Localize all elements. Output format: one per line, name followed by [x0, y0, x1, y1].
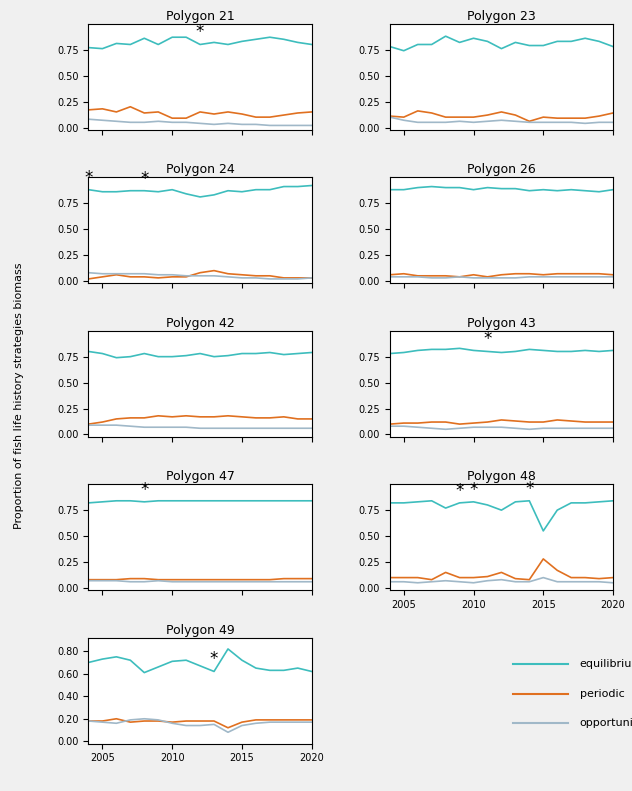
Text: *: * [483, 331, 492, 348]
Text: *: * [140, 481, 149, 499]
Text: equilibrium: equilibrium [580, 659, 632, 669]
Title: Polygon 48: Polygon 48 [467, 470, 536, 483]
Title: Polygon 47: Polygon 47 [166, 470, 234, 483]
Text: *: * [196, 24, 204, 41]
Text: *: * [456, 482, 464, 500]
Text: *: * [84, 168, 93, 187]
Title: Polygon 24: Polygon 24 [166, 163, 234, 176]
Title: Polygon 26: Polygon 26 [467, 163, 536, 176]
Title: Polygon 49: Polygon 49 [166, 623, 234, 637]
Title: Polygon 43: Polygon 43 [467, 316, 536, 330]
Text: periodic: periodic [580, 689, 624, 698]
Title: Polygon 23: Polygon 23 [467, 9, 536, 23]
Text: opportunistic: opportunistic [580, 718, 632, 729]
Text: *: * [140, 169, 149, 187]
Text: *: * [470, 481, 478, 499]
Text: Proportion of fish life history strategies biomass: Proportion of fish life history strategi… [14, 263, 24, 528]
Text: *: * [525, 479, 533, 498]
Title: Polygon 21: Polygon 21 [166, 9, 234, 23]
Text: *: * [210, 650, 218, 668]
Title: Polygon 42: Polygon 42 [166, 316, 234, 330]
